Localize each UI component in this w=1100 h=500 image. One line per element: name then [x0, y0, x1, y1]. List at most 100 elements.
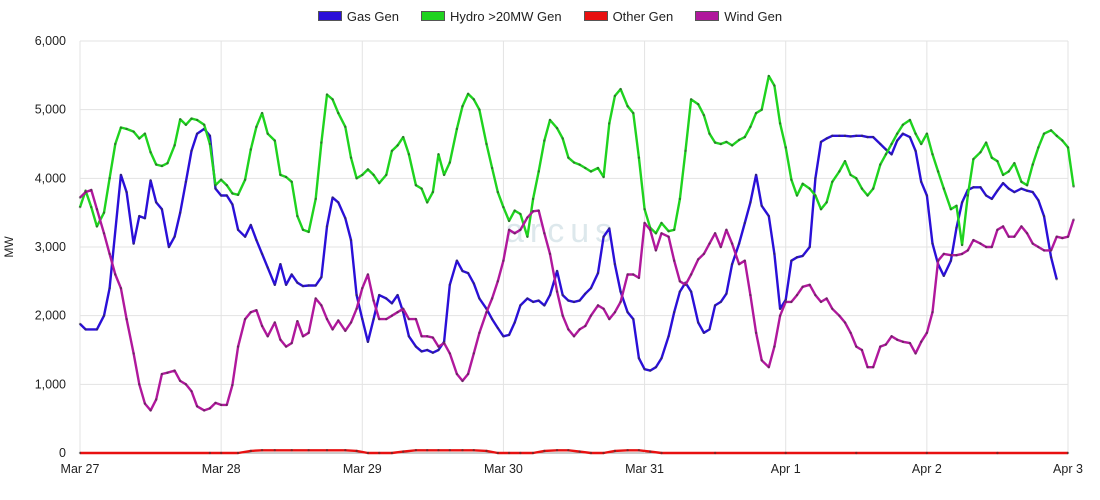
- data-point: [936, 170, 940, 173]
- data-point: [301, 335, 305, 338]
- data-point: [219, 451, 223, 455]
- data-point: [225, 194, 228, 197]
- data-point: [442, 173, 446, 177]
- data-point: [697, 321, 700, 324]
- data-point: [673, 228, 676, 232]
- data-point: [1061, 236, 1064, 240]
- data-point: [1031, 190, 1034, 194]
- data-point: [901, 340, 905, 343]
- data-point: [225, 403, 228, 407]
- data-point: [1049, 249, 1053, 252]
- data-point: [160, 372, 164, 376]
- data-point: [519, 451, 522, 455]
- data-point: [143, 132, 147, 135]
- legend-item-hydro-20mw-gen[interactable]: Hydro >20MW Gen: [420, 6, 562, 26]
- data-point: [378, 317, 381, 321]
- data-point: [602, 175, 605, 179]
- data-point: [1055, 235, 1058, 238]
- legend-item-gas-gen[interactable]: Gas Gen: [317, 6, 399, 26]
- data-point: [584, 166, 587, 170]
- data-point: [596, 304, 600, 307]
- data-point: [255, 238, 258, 242]
- data-point: [208, 134, 212, 137]
- data-point: [78, 205, 82, 209]
- legend-item-other-gen[interactable]: Other Gen: [583, 6, 673, 26]
- data-point: [448, 283, 451, 286]
- data-point: [531, 451, 535, 455]
- data-point: [773, 345, 776, 348]
- data-point: [1066, 451, 1070, 455]
- data-point: [660, 221, 663, 225]
- data-point: [320, 276, 323, 279]
- data-point: [1049, 129, 1053, 132]
- data-point: [825, 297, 828, 300]
- data-point: [784, 451, 787, 455]
- data-point: [179, 379, 182, 383]
- data-point: [132, 352, 135, 355]
- data-point: [643, 208, 646, 211]
- data-point: [555, 269, 559, 273]
- legend-item-wind-gen[interactable]: Wind Gen: [695, 6, 782, 26]
- data-point: [942, 187, 945, 190]
- data-point: [507, 333, 511, 337]
- data-point: [808, 283, 811, 286]
- data-point: [472, 449, 475, 452]
- data-point: [414, 184, 418, 187]
- data-point: [472, 98, 475, 101]
- data-point: [307, 331, 310, 335]
- data-point: [1055, 134, 1058, 137]
- data-point: [208, 407, 212, 410]
- data-point: [925, 331, 929, 335]
- data-point: [273, 449, 276, 452]
- data-point: [814, 194, 817, 197]
- data-point: [543, 304, 546, 307]
- y-tick-label: 4,000: [35, 171, 66, 185]
- data-point: [108, 177, 111, 180]
- data-point: [548, 252, 552, 256]
- data-point: [1037, 245, 1040, 249]
- data-point: [84, 328, 87, 331]
- data-point: [307, 284, 310, 287]
- data-point: [414, 317, 418, 321]
- data-point: [890, 153, 893, 156]
- data-point: [490, 317, 494, 321]
- data-point: [936, 259, 940, 262]
- data-point: [95, 225, 99, 228]
- data-point: [478, 297, 481, 300]
- data-point: [355, 449, 358, 453]
- data-point: [344, 329, 347, 332]
- data-point: [713, 304, 717, 307]
- data-point: [507, 228, 511, 232]
- data-point: [855, 451, 858, 455]
- x-tick-label: Apr 3: [1053, 462, 1083, 476]
- data-point: [767, 74, 770, 78]
- data-point: [884, 343, 888, 346]
- data-point: [390, 302, 394, 305]
- data-point: [637, 156, 641, 159]
- data-point: [426, 449, 429, 452]
- data-point: [949, 259, 953, 262]
- data-point: [314, 197, 317, 201]
- data-point: [466, 372, 470, 376]
- data-point: [496, 190, 499, 194]
- data-point: [925, 451, 929, 455]
- data-point: [190, 149, 193, 153]
- data-point: [719, 245, 722, 249]
- data-point: [589, 170, 593, 173]
- data-point: [1001, 181, 1005, 185]
- data-point: [602, 307, 605, 310]
- data-point: [507, 451, 511, 455]
- data-point: [78, 196, 82, 199]
- data-point: [301, 284, 305, 288]
- data-point: [355, 293, 358, 297]
- data-point: [461, 449, 464, 452]
- data-point: [279, 173, 282, 177]
- data-point: [431, 190, 435, 194]
- data-point: [125, 190, 128, 194]
- data-point: [266, 132, 269, 135]
- data-point: [502, 205, 505, 209]
- data-point: [243, 235, 247, 238]
- data-point: [578, 328, 581, 331]
- data-point: [231, 192, 234, 195]
- data-point: [496, 326, 499, 330]
